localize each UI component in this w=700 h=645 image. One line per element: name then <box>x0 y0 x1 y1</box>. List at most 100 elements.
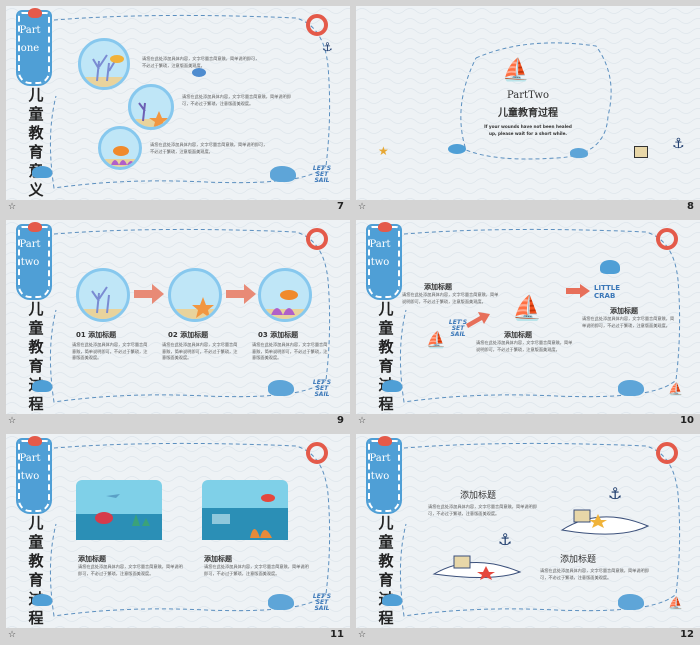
slide-canvas: ⛵ PartTwo 儿童教育过程 If your wounds have not… <box>356 6 700 200</box>
arrow-right-icon <box>226 284 256 304</box>
part-tag <box>16 438 52 514</box>
part-tag <box>366 438 402 514</box>
step-3-text: 请您在此处添加具体内容，文字尽量言简意赅，简单说明即可，不必过于繁琐，注意版面美… <box>252 342 328 360</box>
crab-icon <box>32 380 52 392</box>
slide-title: PartTwo <box>507 90 549 101</box>
whale-icon <box>618 380 644 396</box>
vertical-title: 儿童教育过程 <box>378 300 394 413</box>
step-3-label: 03 添加标题 <box>258 331 299 339</box>
anchor-icon: ⚓ <box>498 530 513 549</box>
paragraph-3: 请您在此处添加具体内容，文字尽量言简意赅，简单说明即可，不必过于繁琐，注意版面美… <box>150 142 268 154</box>
crab-icon <box>382 380 402 392</box>
step-1-image <box>76 268 130 322</box>
slide-canvas: Part two 儿童教育过程 01 添加标题 02 添加标题 03 添加标题 … <box>6 220 350 414</box>
block-2-label: 添加标题 <box>204 555 232 563</box>
star-icon: ☆ <box>8 202 17 212</box>
little-crab-label: LITTLE CRAB <box>594 284 621 300</box>
underwater-scene-2-image <box>202 480 288 540</box>
dashed-frame <box>460 42 612 160</box>
sailboat-small-icon: ⛵ <box>668 596 683 610</box>
part-tag-line2: two <box>20 257 40 268</box>
jellyfish-icon <box>28 436 42 446</box>
slide-caption: ☆ 10 <box>356 414 700 430</box>
star-icon: ☆ <box>8 630 17 640</box>
slide-caption: ☆ 12 <box>356 628 700 644</box>
slide-thumbnail-11[interactable]: Part two 儿童教育过程 添加标题 请您在此处添加具体内容，文字尽量言简意… <box>6 434 350 644</box>
vertical-title: 儿童教育意义 <box>28 86 44 199</box>
dashed-border <box>49 14 331 189</box>
star-icon: ☆ <box>358 630 367 640</box>
block-2-label: 添加标题 <box>504 331 532 339</box>
block-1-label: 添加标题 <box>424 283 452 291</box>
star-icon: ☆ <box>358 416 367 426</box>
vertical-title: 儿童教育过程 <box>378 514 394 627</box>
vertical-title: 儿童教育过程 <box>28 514 44 627</box>
arrow-right-icon <box>134 284 164 304</box>
crab-icon <box>32 166 52 178</box>
whale-icon <box>618 594 644 610</box>
block-2-text: 请您在此处添加具体内容，文字尽量言简意赅，简单说明即可，不必过于繁琐，注意版面美… <box>540 568 649 580</box>
sailing-ship-icon: ⛵ <box>512 294 542 322</box>
slide-thumbnail-10[interactable]: Part two 儿童教育过程 添加标题 请您在此处添加具体内容，文字尽量言简意… <box>356 220 700 430</box>
slide-canvas: Part two 儿童教育过程 添加标题 请您在此处添加具体内容，文字尽量言简意… <box>6 434 350 628</box>
crab-icon <box>32 594 52 606</box>
coral-circle-image <box>78 38 130 90</box>
jellyfish-icon <box>378 222 392 232</box>
part-tag-line1: Part <box>369 453 391 464</box>
slide-thumbnail-12[interactable]: Part two 儿童教育过程 添加标题 请您在此处添加具体内容，文字尽量言简意… <box>356 434 700 644</box>
part-tag <box>366 224 402 300</box>
starfish-circle-image <box>128 84 174 130</box>
wave-pattern <box>356 6 700 200</box>
coral-icon <box>79 286 127 319</box>
fish-icon <box>192 68 206 77</box>
block-3-label: 添加标题 <box>610 307 638 315</box>
crab-icon <box>382 594 402 606</box>
starfish-icon <box>131 102 171 127</box>
jellyfish-icon <box>28 222 42 232</box>
lets-set-sail-badge: LET'S SET SAIL <box>312 379 332 398</box>
wave-pattern <box>356 434 700 628</box>
wave-pattern <box>356 220 700 414</box>
wave-pattern <box>6 434 350 628</box>
fish-circle-image <box>98 126 142 170</box>
block-1-label: 添加标题 <box>460 491 497 501</box>
part-tag-line1: Part <box>19 25 41 36</box>
step-3-image <box>258 268 312 322</box>
anchor-icon: ⚓ <box>672 136 685 152</box>
block-2-text: 请您在此处添加具体内容，文字尽量言简意赅，简单说明即可，不必过于繁琐，注意版面美… <box>476 340 573 352</box>
anchor-icon: ⚓ <box>608 484 623 503</box>
slide-canvas: Part two 儿童教育过程 添加标题 请您在此处添加具体内容，文字尽量言简意… <box>356 220 700 414</box>
block-1-text: 请您在此处添加具体内容，文字尽量言简意赅，简单说明即可，不必过于繁琐，注意版面美… <box>78 564 183 576</box>
lifebuoy-icon <box>306 228 328 250</box>
clownfish-icon <box>101 146 139 167</box>
crab-icon <box>600 260 620 274</box>
slide-number: 8 <box>687 201 694 212</box>
slide-canvas: Part two 儿童教育过程 添加标题 请您在此处添加具体内容，文字尽量言简意… <box>356 434 700 628</box>
block-1-text: 请您在此处添加具体内容，文字尽量言简意赅，简单说明即可，不必过于繁琐，注意版面美… <box>402 292 499 304</box>
arrow-up-right-icon <box>466 312 490 328</box>
block-2-text: 请您在此处添加具体内容，文字尽量言简意赅，简单说明即可，不必过于繁琐，注意版面美… <box>204 564 309 576</box>
step-2-text: 请您在此处添加具体内容，文字尽量言简意赅，简单说明即可，不必过于繁琐，注意版面美… <box>162 342 238 360</box>
slide-caption: ☆ 11 <box>6 628 350 644</box>
slide-caption: ☆ 9 <box>6 414 350 430</box>
slide-number: 10 <box>680 415 694 426</box>
lets-set-sail-badge: LET'S SET SAIL <box>312 593 332 612</box>
lifebuoy-icon <box>656 228 678 250</box>
step-2-label: 02 添加标题 <box>168 331 209 339</box>
slide-thumbnail-8[interactable]: ⛵ PartTwo 儿童教育过程 If your wounds have not… <box>356 6 700 216</box>
lets-set-sail-badge: LET'S SET SAIL <box>448 319 468 338</box>
dashed-border <box>49 442 331 617</box>
whale-icon <box>268 380 294 396</box>
whale-icon <box>270 166 296 182</box>
whale-icon <box>268 594 294 610</box>
slide-thumbnail-7[interactable]: Part one 儿童教育意义 请您在此处添加具体内容，文字尽量言简意赅，简单说… <box>6 6 350 216</box>
part-tag-line1: Part <box>369 239 391 250</box>
part-tag-line1: Part <box>19 239 41 250</box>
jellyfish-icon <box>28 8 42 18</box>
slide-thumbnail-9[interactable]: Part two 儿童教育过程 01 添加标题 02 添加标题 03 添加标题 … <box>6 220 350 430</box>
star-icon: ☆ <box>8 416 17 426</box>
slide-canvas: Part one 儿童教育意义 请您在此处添加具体内容，文字尽量言简意赅，简单说… <box>6 6 350 200</box>
sailboat-small-icon: ⛵ <box>668 382 683 396</box>
sailing-ship-icon: ⛵ <box>502 58 530 83</box>
